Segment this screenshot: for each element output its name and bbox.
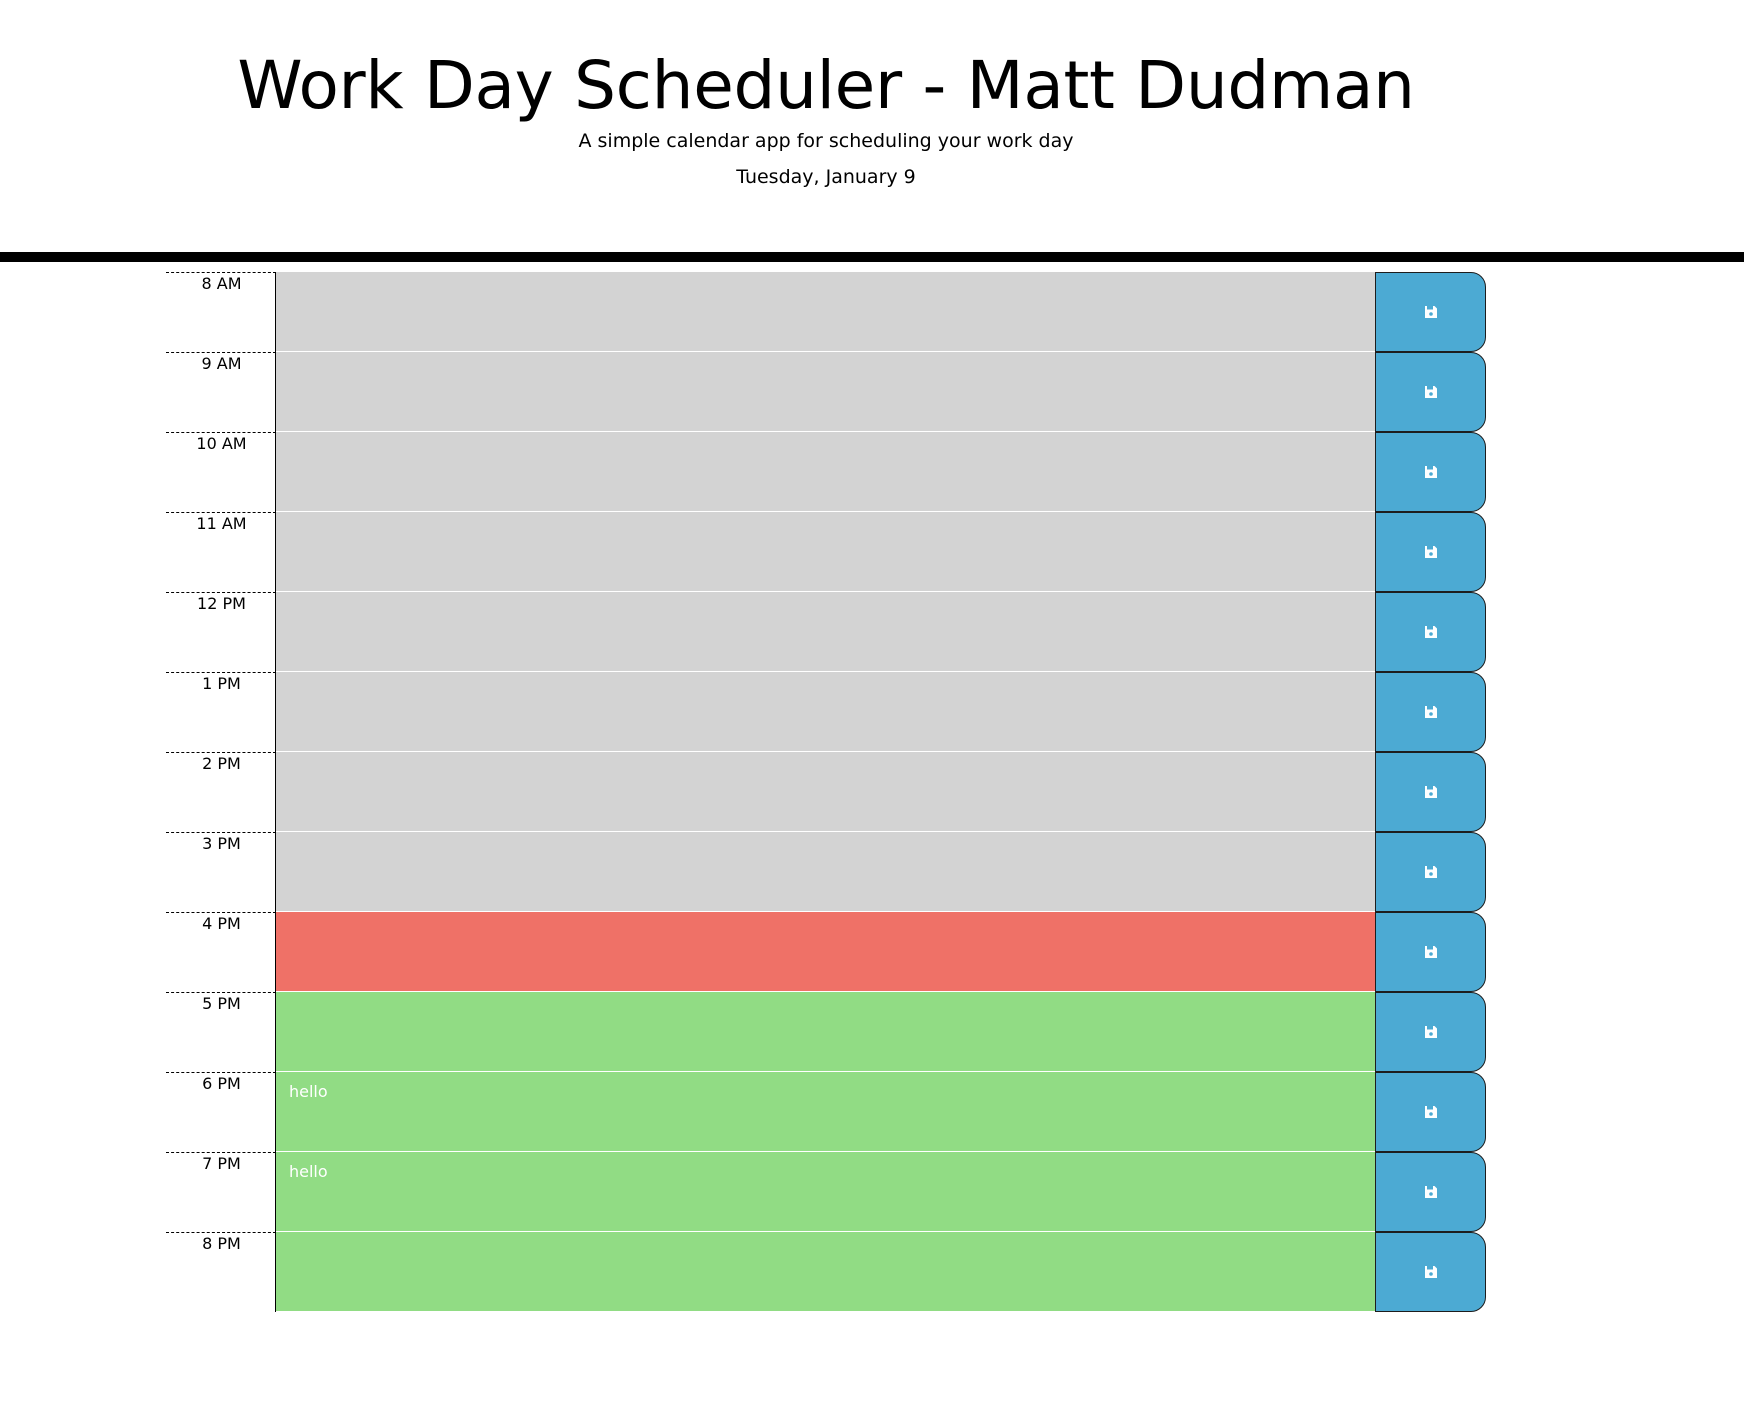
event-description-input[interactable] [276,832,1375,912]
hour-label: 9 AM [166,352,276,432]
save-button[interactable] [1375,272,1486,352]
hour-label: 10 AM [166,432,276,512]
save-button[interactable] [1375,912,1486,992]
hour-label: 12 PM [166,592,276,672]
save-button[interactable] [1375,512,1486,592]
time-block-row: 8 AM [166,272,1486,352]
time-block-row: 7 PM hello [166,1152,1486,1232]
hour-label: 2 PM [166,752,276,832]
hour-label: 1 PM [166,672,276,752]
time-block-row: 2 PM [166,752,1486,832]
schedule-container: 8 AM 9 AM 10 AM 11 AM 12 PM 1 PM 2 PM 3 PM 4 PM 5… [166,272,1486,1312]
floppy-disk-icon [1424,386,1437,398]
save-button[interactable] [1375,432,1486,512]
event-description-input[interactable] [276,272,1375,352]
save-button[interactable] [1375,752,1486,832]
save-button[interactable] [1375,832,1486,912]
hour-label: 11 AM [166,512,276,592]
floppy-disk-icon [1424,946,1437,958]
save-button[interactable] [1375,592,1486,672]
time-block-row: 1 PM [166,672,1486,752]
event-description-input[interactable] [276,352,1375,432]
time-block-row: 5 PM [166,992,1486,1072]
event-description-input[interactable] [276,912,1375,992]
header: Work Day Scheduler - Matt Dudman A simpl… [0,0,1744,262]
event-description-input[interactable] [276,512,1375,592]
hour-label: 5 PM [166,992,276,1072]
time-block-row: 9 AM [166,352,1486,432]
time-block-row: 10 AM [166,432,1486,512]
time-block-row: 12 PM [166,592,1486,672]
hour-label: 7 PM [166,1152,276,1232]
time-block-row: 6 PM hello [166,1072,1486,1152]
event-description-input[interactable] [276,432,1375,512]
event-description-input[interactable]: hello [276,1152,1375,1232]
current-date: Tuesday, January 9 [736,166,916,188]
hour-label: 8 PM [166,1232,276,1312]
save-button[interactable] [1375,672,1486,752]
event-description-input[interactable] [276,1232,1375,1312]
page-subtitle: A simple calendar app for scheduling you… [578,130,1074,152]
floppy-disk-icon [1424,786,1437,798]
floppy-disk-icon [1424,1266,1437,1278]
floppy-disk-icon [1424,866,1437,878]
save-button[interactable] [1375,1152,1486,1232]
time-block-row: 3 PM [166,832,1486,912]
event-description-input[interactable] [276,672,1375,752]
time-block-row: 11 AM [166,512,1486,592]
hour-label: 3 PM [166,832,276,912]
hour-label: 4 PM [166,912,276,992]
save-button[interactable] [1375,992,1486,1072]
time-block-row: 8 PM [166,1232,1486,1312]
event-description-input[interactable] [276,752,1375,832]
save-button[interactable] [1375,1072,1486,1152]
floppy-disk-icon [1424,306,1437,318]
save-button[interactable] [1375,352,1486,432]
hour-label: 6 PM [166,1072,276,1152]
save-button[interactable] [1375,1232,1486,1312]
event-description-input[interactable]: hello [276,1072,1375,1152]
floppy-disk-icon [1424,546,1437,558]
floppy-disk-icon [1424,466,1437,478]
floppy-disk-icon [1424,626,1437,638]
floppy-disk-icon [1424,1186,1437,1198]
floppy-disk-icon [1424,1106,1437,1118]
floppy-disk-icon [1424,706,1437,718]
floppy-disk-icon [1424,1026,1437,1038]
event-description-input[interactable] [276,992,1375,1072]
page-title: Work Day Scheduler - Matt Dudman [237,47,1415,124]
event-description-input[interactable] [276,592,1375,672]
time-block-row: 4 PM [166,912,1486,992]
hour-label: 8 AM [166,272,276,352]
